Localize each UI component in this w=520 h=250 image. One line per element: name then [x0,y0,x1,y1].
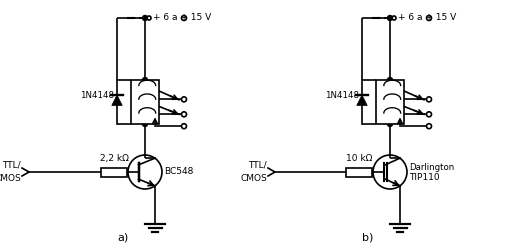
Circle shape [387,78,393,82]
Text: Darlington: Darlington [409,162,454,172]
Polygon shape [112,95,122,106]
Text: a): a) [118,232,128,242]
Bar [346,168,372,176]
Circle shape [387,122,393,126]
Text: CMOS: CMOS [240,174,267,183]
Text: 1N4148: 1N4148 [80,92,114,100]
Text: 2,2 kΩ: 2,2 kΩ [99,154,128,163]
Circle shape [142,122,148,126]
Text: TTL/: TTL/ [249,161,267,170]
Bar [101,168,127,176]
Text: + 6 a + 15 V: + 6 a + 15 V [153,14,211,22]
Text: b): b) [362,232,374,242]
Text: BC548: BC548 [164,168,193,176]
Polygon shape [357,95,367,106]
Text: CMOS: CMOS [0,174,21,183]
Text: + 6 a + 15 V: + 6 a + 15 V [398,14,456,22]
Text: TTL/: TTL/ [3,161,21,170]
Bar [376,80,404,124]
Bar [131,80,159,124]
Text: 10 kΩ: 10 kΩ [346,154,372,163]
Circle shape [142,16,148,20]
Text: TIP110: TIP110 [409,174,439,182]
Circle shape [142,78,148,82]
Text: 1N4148: 1N4148 [325,92,359,100]
Circle shape [387,16,393,20]
